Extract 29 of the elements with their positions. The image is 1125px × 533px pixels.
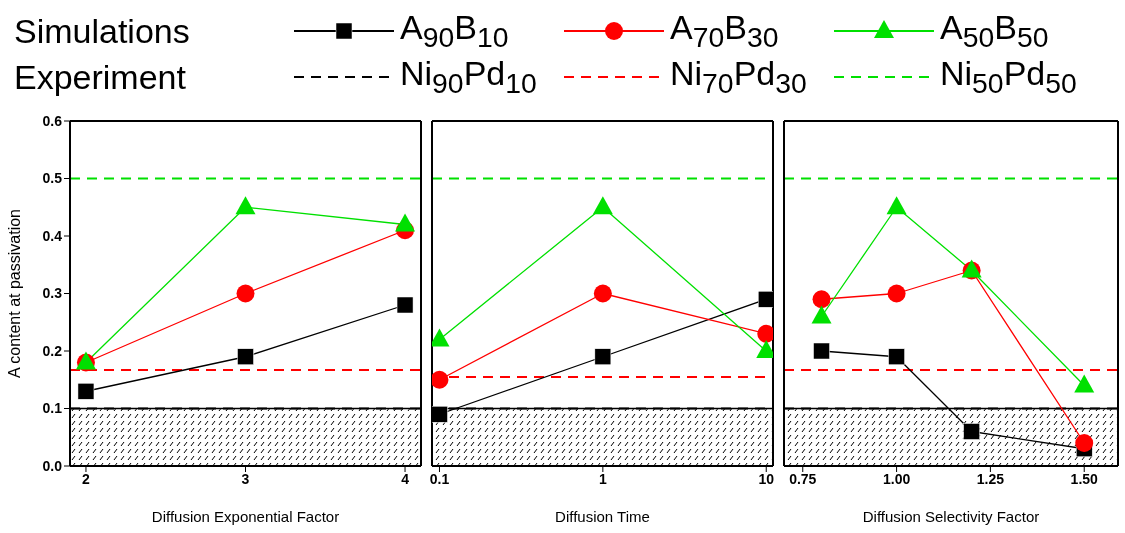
x-tick-label: 1.50 — [1070, 470, 1099, 487]
x-tick-label: 0.1 — [429, 470, 450, 487]
y-tick-label: 0.4 — [42, 227, 63, 244]
x-tick-label: 1.00 — [882, 470, 911, 487]
y-axis-title: A content at passivation — [5, 209, 23, 378]
legend-label: Ni$_{90}$Pd$_{10}$ — [400, 54, 537, 100]
x-tick-label: 10 — [758, 470, 775, 487]
y-tick-label: 0.6 — [42, 112, 63, 129]
legend-title: Simulations — [13, 12, 191, 50]
legend-label: Ni$_{70}$Pd$_{30}$ — [670, 54, 807, 100]
x-axis-title: Diffusion Time — [555, 508, 650, 525]
y-tick-label: 0.0 — [42, 457, 63, 474]
x-tick-label: 1.25 — [976, 470, 1005, 487]
x-axis-title: Diffusion Selectivity Factor — [862, 508, 1040, 525]
legend-label: A$_{90}$B$_{10}$ — [400, 8, 509, 54]
x-tick-label: 3 — [241, 470, 250, 487]
y-tick-label: 0.5 — [42, 170, 63, 187]
legend-label: A$_{70}$B$_{30}$ — [670, 8, 779, 54]
y-tick-label: 0.3 — [42, 285, 63, 302]
x-axis-title: Diffusion Exponential Factor — [151, 508, 340, 525]
text: Experiment — [13, 58, 187, 96]
legend-label: A$_{50}$B$_{50}$ — [940, 8, 1049, 54]
x-tick-label: 0.75 — [789, 470, 817, 487]
x-tick-label: 1 — [598, 470, 607, 487]
y-tick-label: 0.1 — [42, 400, 63, 417]
x-tick-label: 2 — [82, 470, 91, 487]
y-tick-label: 0.2 — [42, 342, 63, 359]
legend-label: Ni$_{50}$Pd$_{50}$ — [940, 54, 1077, 100]
x-tick-label: 4 — [401, 470, 410, 487]
